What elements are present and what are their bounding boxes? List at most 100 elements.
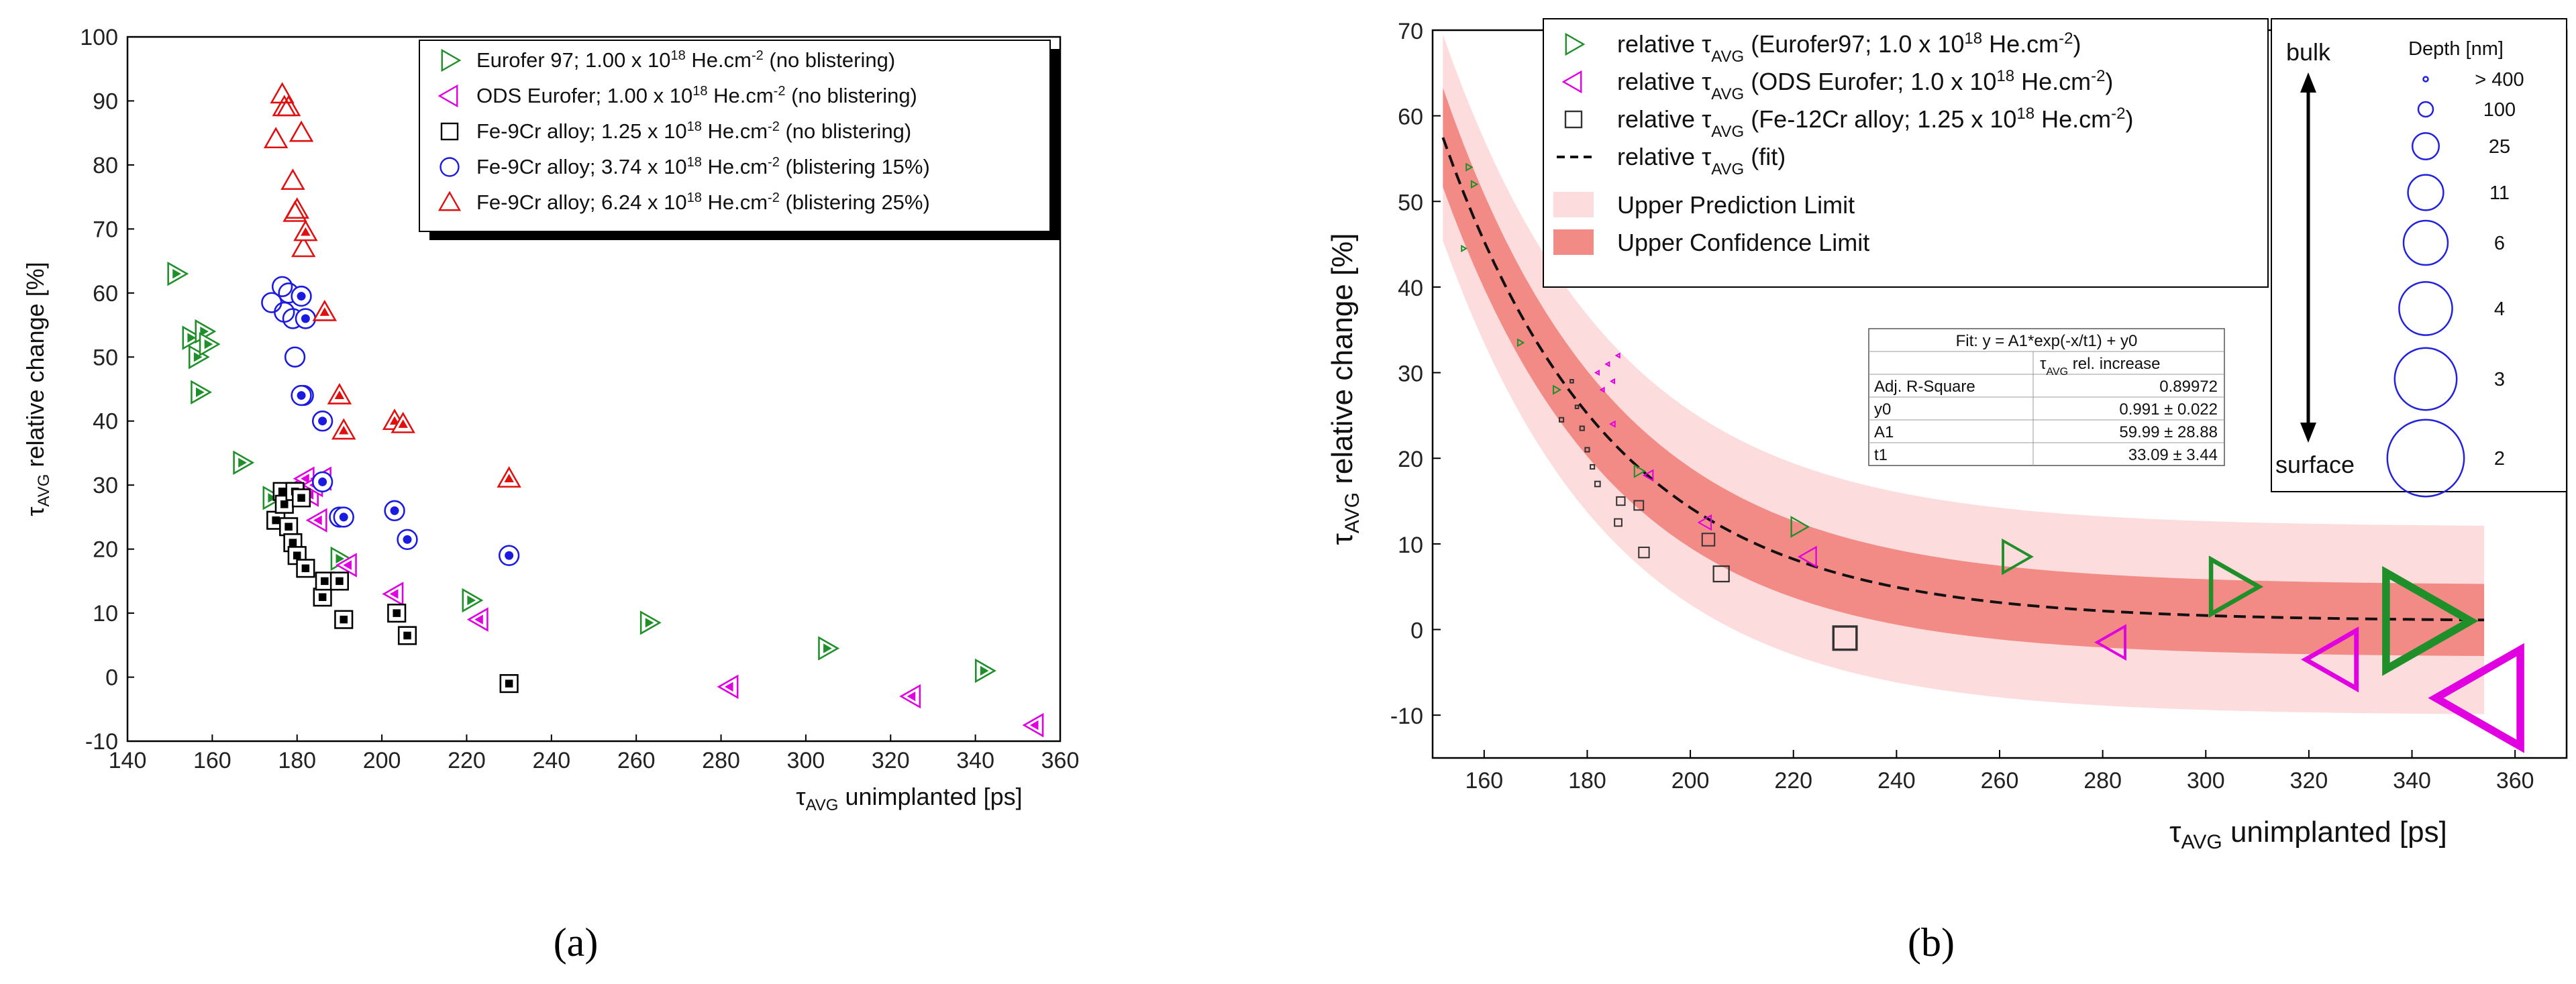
chart-b-legend-band-swatch [1553, 229, 1594, 255]
chart-a-point-1 [899, 684, 921, 709]
chart-b-y-tick-label: 20 [1398, 447, 1423, 472]
depth-legend-surface-label: surface [2275, 451, 2355, 478]
chart-a-point-4 [270, 82, 295, 104]
chart-a-point-3 [498, 545, 520, 566]
chart-b-point-1 [1609, 378, 1616, 384]
chart-a-point-3 [291, 285, 312, 307]
chart-a-point-0 [462, 588, 484, 613]
chart-b-legend-entry: relative τAVG (Fe-12Cr alloy; 1.25 x 101… [1617, 105, 2133, 141]
chart-b-point-0 [1790, 515, 1810, 538]
chart-a-x-tick-label: 300 [787, 748, 825, 773]
chart-b-legend-entry: relative τAVG (ODS Eurofer; 1.0 x 1018 H… [1617, 67, 2113, 103]
chart-a-point-4 [391, 411, 415, 433]
chart-a-point-4 [280, 168, 305, 190]
fit-table-value: 0.991 ± 0.022 [2119, 400, 2218, 419]
depth-legend-circle [2422, 76, 2429, 83]
chart-a-point-2 [279, 517, 299, 537]
depth-arrow-head-down [2300, 423, 2316, 443]
chart-a-plot-area [126, 36, 1062, 743]
chart-a-point-4 [285, 197, 309, 219]
chart-b-point-1 [1604, 361, 1610, 368]
chart-b-y-tick-label: 10 [1398, 533, 1423, 558]
chart-a-x-tick-label: 320 [872, 748, 910, 773]
chart-b-legend-band-label: Upper Confidence Limit [1617, 229, 1869, 256]
chart-a-point-4 [312, 299, 338, 321]
chart-b-x-tick-label: 340 [2393, 768, 2431, 794]
chart-a-legend-entry: Fe-9Cr alloy; 3.74 x 1018 He.cm-2 (blist… [476, 155, 930, 178]
chart-a-point-1 [466, 607, 488, 632]
chart-a-y-tick-label: 90 [93, 89, 118, 114]
chart-a-point-3 [311, 471, 333, 493]
depth-arrow-head-up [2300, 72, 2316, 93]
depth-legend-circle [2411, 131, 2440, 161]
chart-a-point-4 [291, 235, 316, 258]
chart-a-point-4 [263, 127, 289, 149]
chart-a-legend-marker [437, 190, 462, 211]
chart-a-y-tick-label: 60 [93, 281, 118, 307]
chart-b-y-axis-label: τAVG relative change [%] [1326, 233, 1363, 545]
chart-b-y-tick-label: 30 [1398, 362, 1423, 387]
chart-a-point-3 [274, 301, 295, 323]
chart-b-x-axis-label: τAVG unimplanted [ps] [2169, 816, 2447, 853]
chart-a-point-2 [329, 571, 349, 591]
chart-b-point-0 [2382, 565, 2479, 676]
chart-b-legend-marker [1565, 32, 1586, 56]
depth-legend-label: 6 [2494, 233, 2505, 254]
chart-a-point-1 [1022, 712, 1044, 738]
chart-a-point-3 [333, 506, 354, 528]
chart-b-point-2 [1569, 379, 1574, 384]
fit-table-param: A1 [1874, 423, 1894, 441]
chart-a-point-0 [818, 636, 840, 661]
depth-legend-label: 25 [2489, 136, 2510, 158]
chart-a-point-3 [271, 276, 293, 297]
chart-b-point-0 [2208, 555, 2264, 618]
chart-a-y-tick-label: 0 [105, 665, 118, 691]
chart-a: 140 160 180 200 220 240 260 280 300 320 340 360 -10 0… [21, 25, 1079, 965]
chart-b-point-2 [1633, 500, 1645, 511]
chart-a-y-tick-label: 80 [93, 153, 118, 178]
chart-a-x-axis-label: τAVG unimplanted [ps] [796, 783, 1022, 814]
depth-legend-bulk-label: bulk [2286, 38, 2331, 66]
chart-b-point-2 [1712, 565, 1730, 583]
chart-a-y-tick-label: -10 [85, 729, 118, 755]
fit-table-param: t1 [1874, 446, 1888, 464]
depth-legend-circle [2386, 419, 2465, 498]
chart-b-point-1 [1599, 386, 1605, 393]
chart-a-x-tick-label: 200 [363, 748, 401, 773]
chart-b-legend-marker [1561, 70, 1582, 94]
depth-legend-label: 4 [2494, 298, 2505, 320]
chart-b-point-1 [2301, 626, 2359, 693]
chart-b-point-2 [1558, 417, 1565, 423]
chart-a-x-tick-label: 360 [1041, 748, 1080, 773]
chart-b-x-tick-label: 240 [1877, 768, 1916, 794]
chart-a-legend-entry: Fe-9Cr alloy; 1.25 x 1018 He.cm-2 (no bl… [476, 119, 911, 143]
chart-a-x-tick-label: 160 [193, 748, 231, 773]
chart-a-y-tick-label: 30 [93, 473, 118, 498]
chart-b-legend: relative τAVG (Eurofer97; 1.0 x 1018 He.… [1543, 18, 2269, 288]
chart-a-point-0 [191, 380, 212, 404]
chart-a-legend-entry: ODS Eurofer; 1.00 x 1018 He.cm-2 (no bli… [476, 84, 917, 107]
chart-b-point-0 [1553, 384, 1562, 395]
chart-b-y-tick-label: 0 [1410, 618, 1423, 644]
chart-a-y-tick-label: 20 [93, 537, 118, 563]
chart-b-point-1 [1798, 545, 1817, 568]
chart-b-x-tick-label: 220 [1774, 768, 1812, 794]
chart-a-x-tick-label: 240 [532, 748, 570, 773]
chart-a-point-0 [199, 331, 221, 357]
depth-legend-circle [2393, 347, 2458, 411]
chart-a-legend-entry: Eurofer 97; 1.00 x 1018 He.cm-2 (no blis… [476, 48, 895, 72]
chart-a-point-3 [291, 384, 312, 406]
fit-table-title: Fit: y = A1*exp(-x/t1) + y0 [1956, 332, 2138, 350]
chart-b-point-2 [1590, 463, 1596, 470]
chart-b-point-2 [1701, 533, 1716, 547]
chart-a-y-tick-label: 40 [93, 409, 118, 435]
chart-b-x-tick-label: 300 [2187, 768, 2225, 794]
chart-a-point-4 [497, 466, 521, 488]
chart-a-y-tick-label: 10 [93, 601, 118, 626]
chart-b-legend-entry: relative τAVG (Eurofer97; 1.0 x 1018 He.… [1617, 30, 2081, 66]
depth-legend-circle [2417, 101, 2434, 118]
chart-b-point-2 [1616, 496, 1626, 506]
chart-a-point-3 [284, 346, 306, 368]
chart-a-point-2 [291, 488, 311, 508]
chart-b-y-tick-label: 70 [1398, 19, 1423, 44]
